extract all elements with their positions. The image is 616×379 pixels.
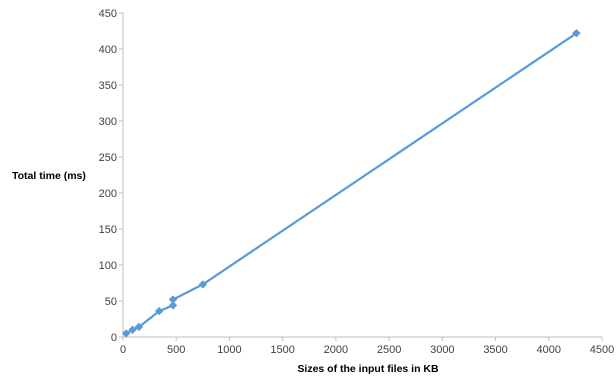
data-point-marker [134, 322, 144, 332]
series-layer [121, 28, 581, 338]
x-tick-label: 0 [120, 344, 126, 356]
y-tick-label: 100 [99, 260, 117, 272]
x-tick-label: 3500 [483, 344, 507, 356]
data-point-marker [168, 295, 178, 304]
y-tick-label: 0 [111, 332, 117, 344]
y-axis-ticks: 0 50 100 150 200 250 300 350 400 450 [99, 8, 123, 344]
x-tick-label: 1500 [270, 344, 294, 356]
x-tick-label: 3000 [430, 344, 454, 356]
data-point-marker [154, 306, 164, 316]
x-axis-ticks: 0 500 1000 1500 2000 2500 3000 3500 4000 4500 [120, 337, 614, 356]
x-tick-label: 4500 [590, 344, 614, 356]
x-axis-title: Sizes of the input files in KB [297, 363, 439, 375]
data-point-marker [572, 28, 581, 38]
y-axis-title: Total time (ms) [12, 170, 86, 182]
y-tick-label: 200 [99, 188, 117, 200]
y-tick-label: 150 [99, 224, 117, 236]
data-point-marker [128, 325, 137, 334]
x-tick-label: 500 [167, 344, 185, 356]
data-point-marker [198, 280, 208, 289]
x-tick-label: 1000 [217, 344, 241, 356]
y-tick-label: 400 [99, 44, 117, 56]
data-point-marker [121, 329, 131, 338]
y-tick-label: 350 [99, 80, 117, 92]
y-tick-label: 300 [99, 116, 117, 128]
x-tick-label: 2000 [324, 344, 348, 356]
y-tick-label: 450 [99, 8, 117, 20]
x-tick-label: 2500 [377, 344, 401, 356]
y-tick-label: 50 [105, 296, 117, 308]
y-tick-label: 250 [99, 152, 117, 164]
data-point-marker [168, 301, 178, 310]
x-tick-label: 4000 [537, 344, 561, 356]
